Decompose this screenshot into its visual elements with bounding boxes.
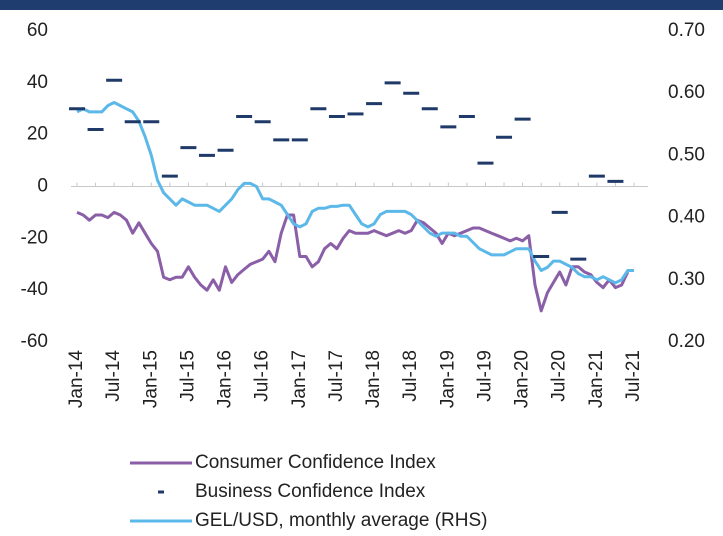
y2-tick-label: 0.20	[668, 331, 705, 352]
y-tick-label: -60	[21, 331, 48, 352]
x-tick-label: Jan-14	[66, 350, 87, 409]
legend-label: Consumer Confidence Index	[195, 452, 436, 473]
x-tick-label: Jul-15	[177, 350, 198, 402]
y-tick-label: -20	[21, 227, 48, 248]
series-line	[76, 210, 630, 313]
y-tick-label: 40	[27, 72, 48, 93]
x-tick-label: Jan-20	[512, 350, 533, 408]
x-tick-label: Jan-18	[363, 350, 384, 408]
y2-tick-label: 0.60	[668, 82, 705, 103]
x-tick-label: Jan-15	[140, 350, 161, 408]
x-tick-label: Jul-17	[326, 350, 347, 402]
y2-tick-label: 0.70	[668, 20, 705, 41]
x-tick-label: Jul-19	[474, 350, 495, 402]
x-tick-label: Jul-21	[623, 350, 644, 402]
y2-tick-label: 0.40	[668, 207, 705, 228]
x-tick-label: Jul-18	[400, 350, 421, 402]
x-tick-label: Jul-20	[549, 350, 570, 402]
header-band	[0, 0, 723, 10]
x-tick-label: Jul-14	[103, 350, 124, 402]
y-tick-label: 60	[27, 20, 48, 41]
x-tick-label: Jan-17	[289, 350, 310, 408]
x-tick-label: Jul-16	[252, 350, 273, 402]
x-tick-label: Jan-16	[215, 350, 236, 408]
y-tick-label: 0	[37, 176, 48, 197]
y2-tick-label: 0.30	[668, 269, 705, 290]
x-tick-label: Jan-19	[437, 350, 458, 408]
x-tick-label: Jan-21	[586, 350, 607, 408]
y-tick-label: 20	[27, 124, 48, 145]
legend-label: Business Confidence Index	[195, 481, 426, 502]
legend-label: GEL/USD, monthly average (RHS)	[195, 510, 488, 531]
y-tick-label: -40	[21, 279, 48, 300]
y2-tick-label: 0.50	[668, 144, 705, 165]
series-line	[76, 101, 634, 285]
